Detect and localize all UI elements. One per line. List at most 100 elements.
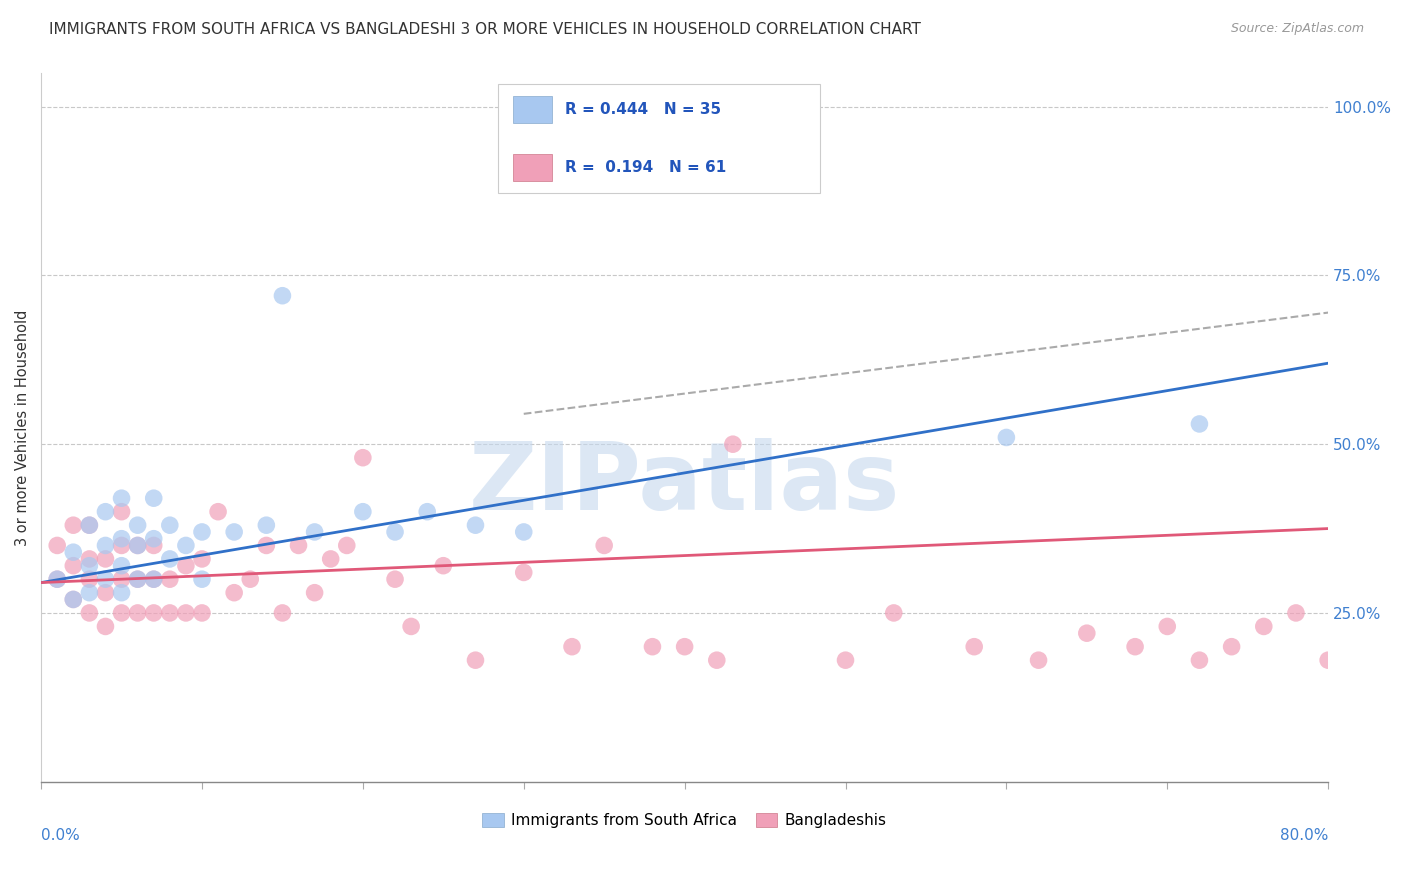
Point (593, 538, 616, 552)
Point (464, 518, 486, 533)
Point (432, 558, 454, 573)
Point (191, 524, 214, 539)
Point (110, 538, 132, 552)
Text: R = 0.444   N = 35: R = 0.444 N = 35 (565, 102, 721, 117)
Text: 80.0%: 80.0% (1279, 828, 1329, 843)
Point (127, 518, 149, 533)
Point (673, 640, 696, 654)
Point (174, 538, 197, 552)
Point (110, 585, 132, 599)
Text: IMMIGRANTS FROM SOUTH AFRICA VS BANGLADESHI 3 OR MORE VEHICLES IN HOUSEHOLD CORR: IMMIGRANTS FROM SOUTH AFRICA VS BANGLADE… (49, 22, 921, 37)
Point (142, 606, 165, 620)
Point (271, 289, 294, 303)
Point (159, 572, 181, 586)
Point (142, 538, 165, 552)
Point (254, 518, 277, 533)
Point (110, 558, 132, 573)
Point (142, 532, 165, 546)
Point (239, 572, 262, 586)
Point (1253, 619, 1275, 633)
Point (159, 606, 181, 620)
Point (995, 430, 1018, 444)
Point (174, 558, 197, 573)
Point (207, 505, 229, 519)
Point (142, 491, 165, 506)
Point (304, 524, 326, 539)
Point (191, 606, 214, 620)
Point (62, 592, 84, 607)
Point (159, 552, 181, 566)
Point (46, 572, 69, 586)
Point (271, 606, 294, 620)
FancyBboxPatch shape (498, 84, 820, 194)
Point (561, 640, 583, 654)
Point (304, 585, 326, 599)
Point (464, 653, 486, 667)
Point (513, 524, 536, 539)
Point (706, 653, 728, 667)
Point (1076, 626, 1098, 640)
Point (110, 532, 132, 546)
Point (384, 572, 406, 586)
Point (1028, 653, 1050, 667)
Point (963, 640, 986, 654)
Point (110, 505, 132, 519)
Point (191, 552, 214, 566)
Point (142, 572, 165, 586)
Legend: Immigrants from South Africa, Bangladeshis: Immigrants from South Africa, Bangladesh… (477, 807, 893, 834)
Text: ZIPatlas: ZIPatlas (470, 438, 900, 530)
Bar (513, 153, 553, 181)
Point (224, 524, 246, 539)
Point (46, 572, 69, 586)
Point (352, 505, 374, 519)
Point (883, 606, 905, 620)
Point (79, 558, 101, 573)
Point (127, 538, 149, 552)
Point (159, 518, 181, 533)
Point (62, 558, 84, 573)
Text: Source: ZipAtlas.com: Source: ZipAtlas.com (1230, 22, 1364, 36)
Y-axis label: 3 or more Vehicles in Household: 3 or more Vehicles in Household (15, 310, 30, 546)
Point (513, 566, 536, 580)
Point (127, 538, 149, 552)
Text: 0.0%: 0.0% (41, 828, 80, 843)
Point (46, 538, 69, 552)
Point (62, 545, 84, 559)
Point (94, 538, 117, 552)
Point (62, 592, 84, 607)
Point (1317, 653, 1340, 667)
Point (79, 518, 101, 533)
Point (94, 585, 117, 599)
Point (94, 552, 117, 566)
Point (94, 505, 117, 519)
Point (319, 552, 342, 566)
Point (79, 518, 101, 533)
Point (1220, 640, 1243, 654)
Point (110, 572, 132, 586)
Point (641, 640, 664, 654)
Point (336, 538, 359, 552)
Point (191, 572, 214, 586)
Point (174, 606, 197, 620)
Point (127, 572, 149, 586)
Bar (513, 95, 553, 122)
Point (110, 491, 132, 506)
Point (94, 572, 117, 586)
Point (399, 619, 422, 633)
Point (1188, 653, 1211, 667)
Point (79, 606, 101, 620)
Point (1188, 417, 1211, 431)
Point (79, 585, 101, 599)
Point (254, 538, 277, 552)
Point (127, 572, 149, 586)
Point (127, 606, 149, 620)
Point (384, 524, 406, 539)
Point (62, 518, 84, 533)
Point (79, 552, 101, 566)
Point (79, 572, 101, 586)
Point (224, 585, 246, 599)
Point (287, 538, 309, 552)
Text: R =  0.194   N = 61: R = 0.194 N = 61 (565, 160, 725, 175)
Point (142, 572, 165, 586)
Point (416, 505, 439, 519)
